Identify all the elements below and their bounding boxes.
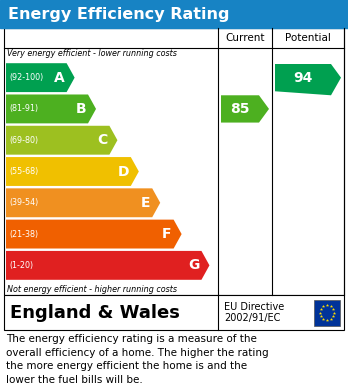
Text: England & Wales: England & Wales xyxy=(10,303,180,321)
Polygon shape xyxy=(221,95,269,122)
Text: F: F xyxy=(162,227,172,241)
Text: Energy Efficiency Rating: Energy Efficiency Rating xyxy=(8,7,229,22)
Text: 85: 85 xyxy=(230,102,250,116)
Text: (21-38): (21-38) xyxy=(9,230,38,239)
Text: C: C xyxy=(97,133,108,147)
Polygon shape xyxy=(6,126,117,155)
Text: (55-68): (55-68) xyxy=(9,167,38,176)
Bar xyxy=(4,28,344,295)
Text: The energy efficiency rating is a measure of the
overall efficiency of a home. T: The energy efficiency rating is a measur… xyxy=(6,334,269,385)
Polygon shape xyxy=(6,95,96,124)
Text: (81-91): (81-91) xyxy=(9,104,38,113)
Text: B: B xyxy=(76,102,86,116)
Text: (92-100): (92-100) xyxy=(9,73,43,82)
Text: Potential: Potential xyxy=(285,33,331,43)
Text: 94: 94 xyxy=(293,71,313,84)
Text: Not energy efficient - higher running costs: Not energy efficient - higher running co… xyxy=(7,285,177,294)
Text: Very energy efficient - lower running costs: Very energy efficient - lower running co… xyxy=(7,49,177,58)
Bar xyxy=(4,295,344,330)
Text: EU Directive: EU Directive xyxy=(224,303,284,312)
Text: G: G xyxy=(188,258,199,273)
Polygon shape xyxy=(6,251,209,280)
Polygon shape xyxy=(6,157,139,186)
Text: E: E xyxy=(141,196,150,210)
Text: D: D xyxy=(117,165,129,179)
Text: 2002/91/EC: 2002/91/EC xyxy=(224,312,280,323)
Polygon shape xyxy=(6,188,160,217)
Text: A: A xyxy=(54,71,65,84)
Polygon shape xyxy=(275,64,341,95)
Polygon shape xyxy=(6,220,182,249)
Text: (69-80): (69-80) xyxy=(9,136,38,145)
Bar xyxy=(314,300,340,325)
Polygon shape xyxy=(6,63,74,92)
Bar xyxy=(0,0,348,28)
Text: (1-20): (1-20) xyxy=(9,261,33,270)
Text: (39-54): (39-54) xyxy=(9,198,38,207)
Text: Current: Current xyxy=(225,33,265,43)
